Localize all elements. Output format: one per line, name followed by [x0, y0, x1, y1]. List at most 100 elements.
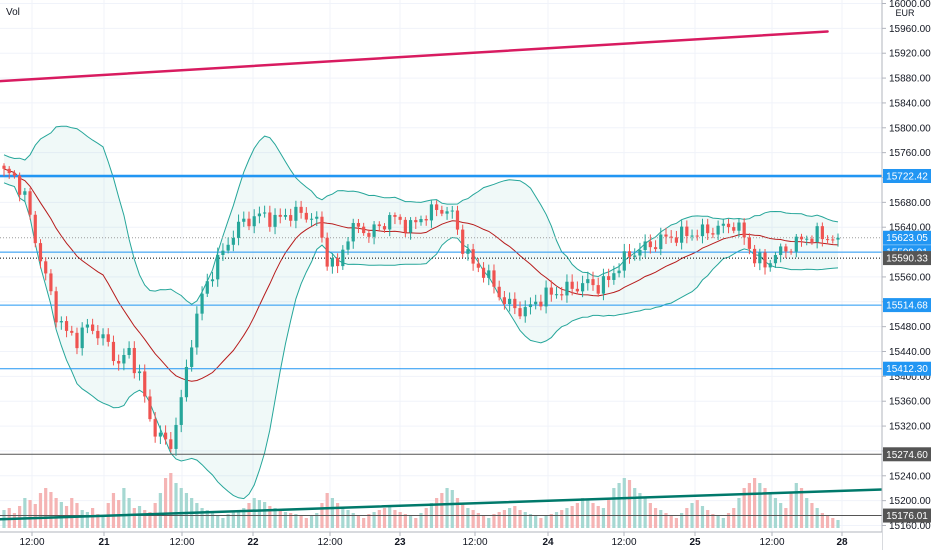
volume-bar: [111, 493, 116, 528]
candle-body: [659, 234, 663, 250]
volume-bar: [356, 516, 361, 528]
volume-bar: [216, 516, 220, 528]
candle-body: [466, 249, 470, 254]
candle-body: [205, 281, 209, 294]
candle-body: [429, 204, 434, 221]
candle-body: [2, 165, 6, 169]
candle-body: [28, 191, 32, 215]
candle-body: [638, 250, 642, 256]
volume-bar: [466, 508, 470, 528]
candle-body: [169, 439, 173, 449]
price-tick-label: 15200.00: [889, 496, 931, 507]
candle-body: [54, 291, 58, 323]
candle-body: [825, 239, 830, 241]
price-tick-label: 15480.00: [889, 322, 931, 333]
volume-bar: [127, 498, 131, 528]
price-tick-label: 15760.00: [889, 148, 931, 159]
moving-average: [3, 168, 839, 382]
candle-body: [184, 366, 189, 398]
candle-body: [289, 215, 293, 221]
candle-body: [591, 279, 595, 286]
volume-bar: [435, 498, 439, 528]
candle-body: [12, 173, 17, 176]
candle-body: [174, 424, 178, 449]
volume-bar: [341, 508, 345, 528]
candle-body: [362, 226, 366, 234]
candle-body: [49, 273, 53, 292]
price-badge-bg: [883, 168, 931, 183]
time-axis[interactable]: 12:00 21 12:00 22 12:00 23 12:00 24 12:00 25 12:00…: [0, 531, 882, 550]
volume-bar: [695, 500, 699, 528]
time-tick-label: 23: [394, 537, 406, 548]
volume-bar: [304, 518, 308, 528]
candle-body: [690, 235, 694, 237]
volume-bar: [268, 506, 272, 528]
candle-body: [341, 249, 345, 267]
price-badge-label: 15623.05: [886, 233, 928, 244]
volume-bar: [586, 500, 590, 528]
candle-body: [716, 225, 720, 235]
candle-body: [471, 249, 475, 264]
volume-bar: [169, 473, 173, 528]
candle-body: [575, 288, 579, 292]
candle-body: [18, 175, 22, 195]
candle-body: [111, 341, 116, 362]
candle-body: [330, 258, 334, 267]
volume-bar: [763, 488, 767, 528]
volume-bar: [758, 483, 762, 528]
volume-bar: [54, 498, 58, 528]
candle-body: [336, 258, 340, 267]
volume-bar: [414, 518, 418, 528]
volume-bar: [534, 516, 538, 528]
candle-body: [325, 237, 329, 267]
candle-body: [80, 327, 84, 349]
volume-indicator-label[interactable]: Vol: [6, 7, 20, 18]
candle-body: [487, 270, 491, 278]
volume-bar: [163, 478, 168, 528]
candle-body: [91, 324, 95, 331]
candle-body: [236, 221, 241, 238]
candle-body: [75, 332, 79, 349]
volume-bar: [497, 512, 501, 528]
volume-bar: [117, 500, 121, 528]
candle-body: [617, 270, 621, 274]
candle-body: [252, 216, 256, 227]
volume-bar: [528, 514, 533, 528]
volume-bar: [96, 514, 100, 528]
volume-bar: [184, 493, 189, 528]
candle-body: [419, 219, 423, 223]
volume-bar: [481, 516, 486, 528]
bollinger-upper: [3, 125, 839, 305]
volume-bar: [278, 510, 282, 528]
time-tick-label: 24: [542, 537, 554, 548]
volume-bar: [80, 510, 84, 528]
candle-body: [190, 347, 194, 367]
candle-body: [435, 204, 439, 210]
volume-bar: [294, 514, 298, 528]
volume-bar: [753, 478, 757, 528]
volume-bar: [508, 508, 512, 528]
candle-body: [148, 396, 152, 420]
candle-body: [513, 298, 517, 309]
volume-bar: [12, 513, 17, 528]
volume-bar: [825, 516, 830, 528]
volume-bar: [263, 502, 267, 528]
price-badge-label: 15514.68: [886, 301, 928, 312]
volume-bar: [726, 513, 731, 528]
candle-body: [263, 212, 267, 214]
volume-bar: [122, 488, 126, 528]
price-badge-bg: [883, 230, 931, 245]
price-tick-label: 15160.00: [889, 521, 931, 532]
candle-body: [106, 334, 110, 342]
candle-body: [38, 243, 43, 262]
price-tick-label: 15800.00: [889, 123, 931, 134]
volume-bar: [440, 493, 444, 528]
volume-bar: [289, 513, 293, 528]
candle-body: [669, 236, 673, 238]
volume-bar: [325, 493, 329, 528]
candle-body: [445, 211, 449, 214]
volume-bar: [627, 480, 632, 528]
volume-bar: [91, 508, 95, 528]
